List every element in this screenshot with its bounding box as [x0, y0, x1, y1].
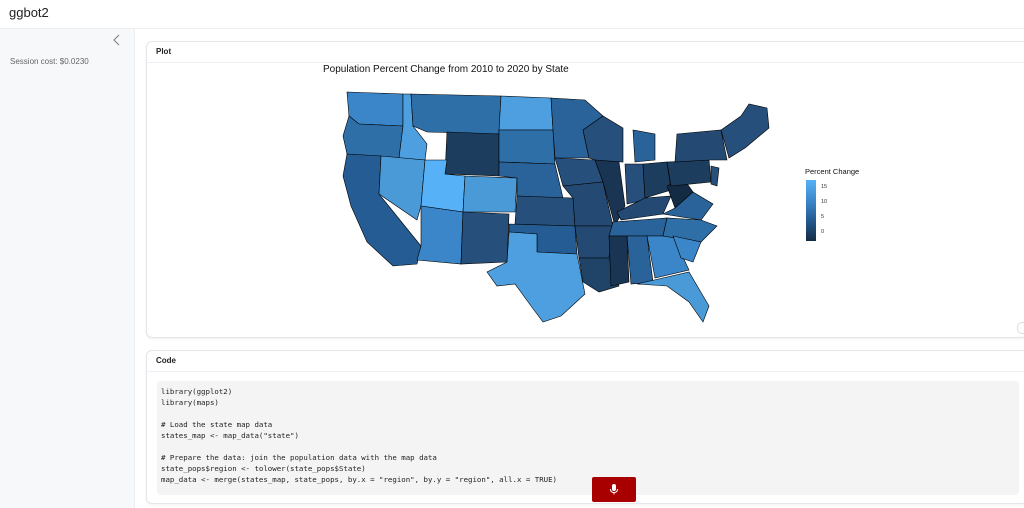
- plot-card-header: Plot: [147, 42, 1024, 63]
- state-virginia: [662, 191, 714, 221]
- state-new-mexico: [460, 211, 510, 265]
- microphone-icon: [610, 484, 618, 495]
- legend-tick: 15: [821, 184, 828, 190]
- state-wyoming: [444, 131, 500, 177]
- state-pennsylvania: [666, 159, 712, 187]
- state-south-dakota: [498, 129, 556, 165]
- legend-tick: 0: [821, 229, 825, 235]
- state-arizona: [416, 205, 464, 265]
- state-nevada: [378, 155, 426, 221]
- state-wisconsin: [582, 115, 624, 163]
- state-kentucky: [616, 195, 672, 221]
- state-texas: [486, 231, 586, 323]
- state-arkansas: [574, 225, 614, 259]
- code-line: state_pops$region <- tolower(state_pops$…: [161, 464, 366, 473]
- code-card-title: Code: [156, 356, 176, 365]
- legend-tick: 5: [821, 214, 825, 220]
- scroll-handle[interactable]: [1017, 322, 1024, 334]
- state-indiana: [624, 163, 646, 205]
- state-mississippi: [608, 235, 630, 287]
- us-choropleth-map: [342, 91, 770, 323]
- chevron-left-icon[interactable]: [110, 33, 124, 47]
- code-line: library(maps): [161, 398, 219, 407]
- code-line: map_data <- merge(states_map, state_pops…: [161, 475, 558, 484]
- code-line: library(ggplot2): [161, 387, 233, 396]
- legend: Percent Change 15 10 5 0: [805, 167, 885, 257]
- state-north-dakota: [498, 95, 554, 131]
- record-voice-button[interactable]: [592, 477, 636, 502]
- code-line: # Prepare the data: join the population …: [161, 453, 437, 462]
- state-new-jersey: [710, 165, 720, 187]
- app-title: ggbot2: [9, 5, 49, 20]
- code-line: states_map <- map_data("state"): [161, 431, 299, 440]
- legend-tick: 10: [821, 199, 828, 205]
- plot-title: Population Percent Change from 2010 to 2…: [323, 64, 569, 75]
- code-block[interactable]: library(ggplot2) library(maps) # Load th…: [157, 381, 1019, 495]
- plot-card-title: Plot: [156, 47, 172, 56]
- state-new-york: [674, 129, 728, 163]
- state-ohio: [642, 161, 672, 199]
- state-colorado: [462, 175, 518, 213]
- state-michigan: [632, 129, 656, 163]
- state-kansas: [514, 195, 576, 227]
- sidebar: Session cost: $0.0230: [0, 29, 135, 508]
- legend-title: Percent Change: [805, 167, 860, 176]
- code-card: Code library(ggplot2) library(maps) # Lo…: [146, 350, 1024, 504]
- state-south-carolina: [672, 235, 702, 263]
- code-card-header: Code: [147, 351, 1024, 372]
- top-bar: ggbot2: [0, 0, 1024, 29]
- state-new-england: [720, 103, 770, 159]
- session-cost: Session cost: $0.0230: [10, 57, 89, 66]
- state-louisiana: [578, 257, 620, 293]
- plot-card: Plot Population Percent Change from 2010…: [146, 41, 1024, 338]
- state-montana: [410, 93, 502, 135]
- state-florida: [636, 271, 710, 323]
- legend-colorbar: [806, 180, 816, 241]
- code-line: # Load the state map data: [161, 420, 273, 429]
